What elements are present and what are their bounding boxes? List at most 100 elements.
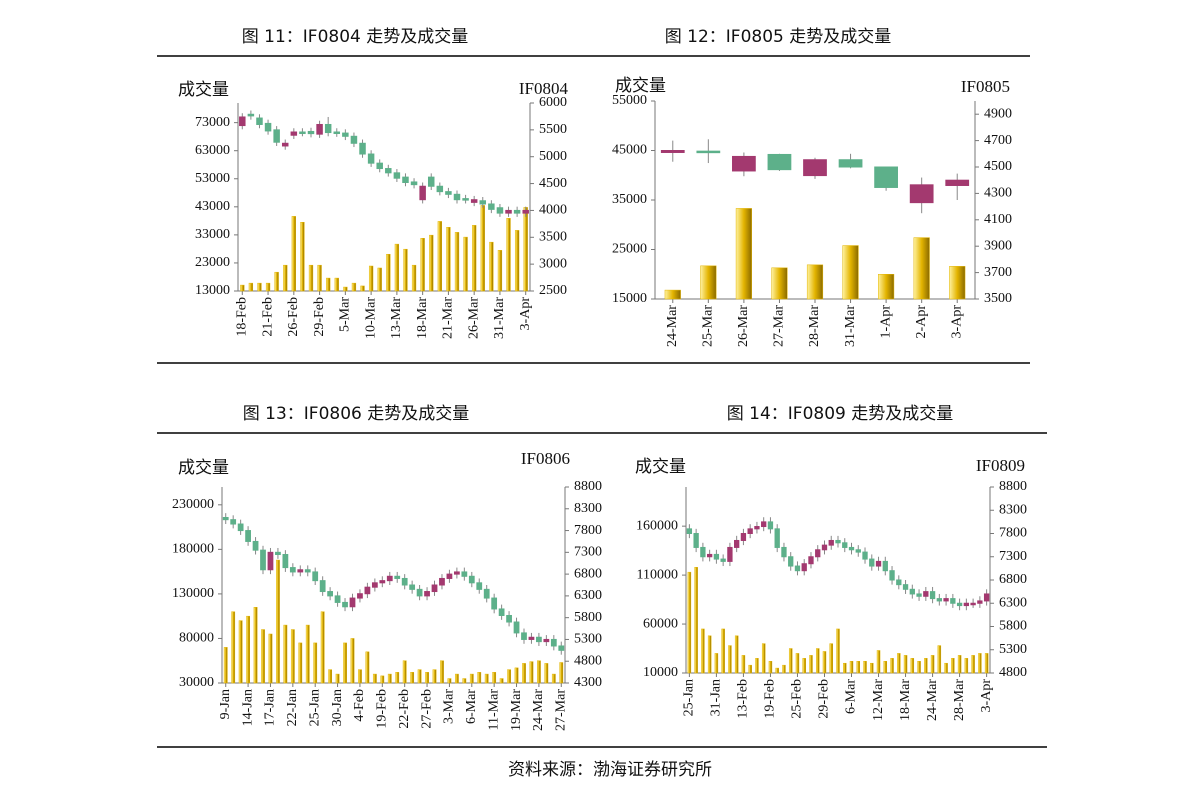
y-tick-label: 63000 <box>195 143 230 158</box>
volume-bar <box>386 253 391 292</box>
chart-title: 图 13：IF0806 走势及成交量 <box>243 404 470 424</box>
candle-body <box>409 584 416 590</box>
candle-body <box>461 571 468 577</box>
volume-bar <box>432 669 437 684</box>
volume-bar <box>949 266 966 300</box>
x-tick-label: 6-Mar <box>464 689 479 724</box>
volume-bar <box>957 655 962 674</box>
candle-body <box>788 556 794 567</box>
volume-bar <box>231 611 236 684</box>
candle-body <box>267 551 274 571</box>
candle-body <box>558 645 565 651</box>
candle-body <box>349 597 356 608</box>
candle-body <box>943 598 949 602</box>
x-tick-label: 3-Apr <box>979 679 994 713</box>
volume-bar <box>317 264 322 292</box>
y2-tick-label: 7800 <box>999 526 1027 541</box>
x-tick-label: 21-Feb <box>260 297 275 337</box>
volume-bar <box>964 658 969 674</box>
candle-body <box>902 584 909 590</box>
volume-bar <box>298 642 303 684</box>
candle-body <box>290 131 298 136</box>
candle-body <box>838 159 863 168</box>
chart-title: 图 11：IF0804 走势及成交量 <box>242 27 469 47</box>
y2-tick-label: 6000 <box>539 95 567 110</box>
y2-tick-label: 5300 <box>574 632 602 647</box>
y2-tick-label: 6300 <box>999 595 1027 610</box>
x-tick-label: 1-Apr <box>878 305 893 339</box>
y-tick-label: 53000 <box>195 171 230 186</box>
candle-body <box>297 569 304 573</box>
volume-bar <box>411 264 417 292</box>
candle-body <box>945 179 970 186</box>
y2-tick-label: 6300 <box>574 588 602 603</box>
volume-bar <box>506 218 511 292</box>
candle-body <box>983 593 990 602</box>
volume-bar <box>878 274 895 300</box>
x-tick-label: 2-Apr <box>914 305 929 339</box>
x-tick-label: 24-Mar <box>925 679 940 721</box>
candle-body <box>393 172 401 179</box>
candle-body <box>431 584 438 593</box>
x-tick-label: 3-Apr <box>518 297 533 331</box>
y-tick-label: 110000 <box>637 567 678 582</box>
volume-bar <box>836 628 840 674</box>
volume-bar <box>261 629 265 684</box>
volume-bar <box>368 265 374 292</box>
y2-tick-label: 7300 <box>999 549 1027 564</box>
x-tick-label: 9-Jan <box>218 689 233 719</box>
candle-body <box>386 575 393 582</box>
candle-body <box>869 558 875 567</box>
volume-bar <box>522 663 526 684</box>
volume-bar <box>240 284 245 292</box>
volume-bar <box>782 664 786 674</box>
y2-tick-label: 4100 <box>984 212 1012 227</box>
candle-body <box>543 638 550 643</box>
volume-bar <box>380 675 385 684</box>
candle-body <box>401 577 408 586</box>
candle-body <box>333 131 341 135</box>
volume-bar <box>755 658 759 674</box>
y-axis-label: 成交量 <box>615 76 666 96</box>
y2-tick-label: 5800 <box>574 610 602 625</box>
volume-bar <box>951 658 955 674</box>
candle-body <box>803 159 827 177</box>
candle-body <box>732 155 756 172</box>
volume-bar <box>223 647 228 684</box>
volume-bar <box>265 282 271 292</box>
candle-body <box>522 209 529 214</box>
y-tick-label: 130000 <box>172 586 214 601</box>
candle-body <box>700 546 706 558</box>
x-tick-label: 27-Mar <box>772 305 787 347</box>
candle-body <box>350 135 358 144</box>
volume-bar <box>984 653 989 674</box>
volume-bar <box>537 660 541 684</box>
volume-bar <box>870 662 874 674</box>
x-tick-label: 26-Mar <box>466 297 481 339</box>
candle-body <box>282 554 289 569</box>
volume-bar <box>335 673 340 684</box>
volume-bar <box>551 673 556 684</box>
volume-bar <box>394 243 400 292</box>
volume-bar <box>856 661 861 674</box>
volume-bar <box>462 678 467 684</box>
candle-body <box>528 636 535 640</box>
volume-bar <box>358 669 362 684</box>
volume-bar <box>365 651 370 684</box>
volume-bar <box>447 678 452 684</box>
candle-body <box>754 526 760 530</box>
volume-bar <box>903 655 908 674</box>
y2-tick-label: 5800 <box>999 619 1027 634</box>
x-tick-label: 11-Mar <box>486 689 501 731</box>
y-tick-label: 60000 <box>643 616 678 631</box>
candle-body <box>439 577 445 586</box>
candle-body <box>923 591 929 597</box>
candle-body <box>781 546 787 558</box>
x-tick-label: 29-Feb <box>312 297 327 337</box>
y2-tick-label: 3500 <box>984 291 1012 306</box>
y2-tick-label: 8800 <box>999 479 1027 494</box>
x-tick-label: 19-Mar <box>509 689 524 731</box>
volume-bar <box>300 222 305 292</box>
y2-axis-label: IF0804 <box>519 79 569 98</box>
